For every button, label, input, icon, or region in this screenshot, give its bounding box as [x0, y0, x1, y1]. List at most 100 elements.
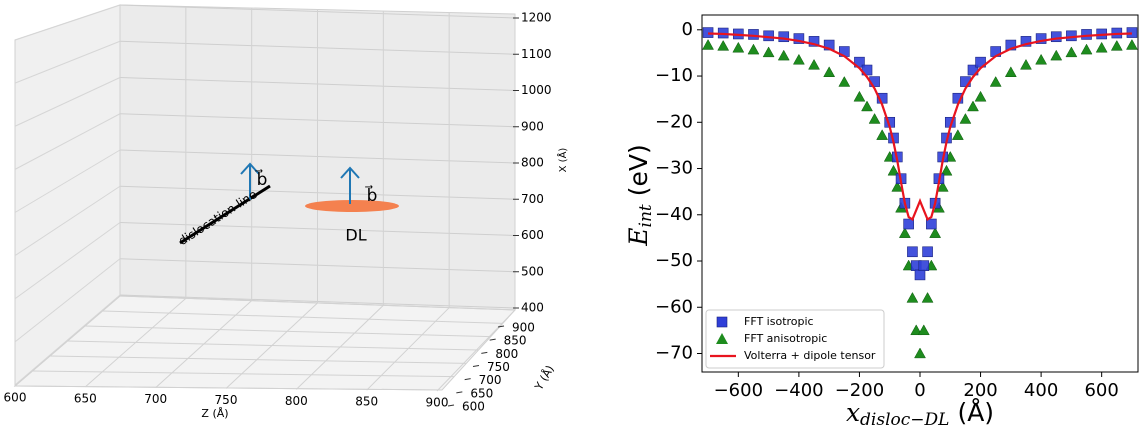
label-main: E [624, 227, 653, 246]
square-marker [1050, 31, 1062, 43]
triangle-marker [868, 113, 881, 124]
triangle-marker [936, 181, 949, 192]
triangle-marker [1126, 39, 1138, 50]
triangle-marker [808, 58, 820, 70]
y-tick-label: −50 [655, 250, 693, 271]
x-tick-label: −600 [714, 380, 763, 401]
y-tick-label: −60 [655, 296, 693, 317]
grid-line [32, 370, 455, 378]
legend: FFT isotropic FFT anisotropic Volterra + d… [705, 309, 885, 369]
x-tick-label: 1000 [521, 83, 552, 97]
legend-label: Volterra + dipole tensor [744, 349, 876, 362]
label-sub: int [636, 204, 656, 227]
label-unit: (eV) [624, 144, 653, 196]
tick-mark [472, 365, 480, 367]
arrow-head [240, 162, 260, 175]
triangle-marker [823, 66, 836, 77]
triangle-marker [959, 113, 972, 124]
square-marker [778, 31, 790, 43]
x-tick-label: 0 [914, 380, 925, 401]
grid-line [14, 77, 121, 127]
x-tick-label: 400 [521, 301, 544, 315]
triangle-marker [702, 39, 714, 50]
triangle-marker [951, 129, 964, 140]
dislocation-loop [305, 200, 399, 212]
triangle-marker [910, 324, 923, 336]
axis-label: Y (Å) [532, 363, 557, 393]
square-marker [748, 29, 759, 40]
triangle-marker [747, 43, 760, 55]
tick-mark [489, 338, 496, 341]
triangle-marker [929, 227, 942, 238]
square-marker [793, 33, 805, 44]
x-tick-label: 200 [963, 380, 997, 401]
y-tick-label: 650 [470, 386, 493, 400]
z-tick-label: 900 [426, 396, 449, 410]
triangle-marker [777, 49, 790, 61]
y-axis-label: Eint (eV) [624, 144, 656, 246]
grid-line [14, 185, 121, 257]
square-marker [914, 269, 926, 281]
x-tick-label: 500 [521, 264, 544, 278]
label-unit: (Å) [957, 398, 994, 427]
triangle-marker [967, 100, 979, 112]
triangle-marker [1020, 58, 1032, 70]
tick-mark [464, 378, 471, 381]
annotation: DL [345, 226, 366, 245]
square-marker [1081, 29, 1092, 40]
x-tick-label: −400 [774, 380, 823, 401]
triangle-marker [898, 227, 911, 238]
grid-line [14, 149, 121, 213]
square-marker [1035, 33, 1047, 44]
x-tick-label: 1200 [521, 11, 552, 25]
panes [13, 4, 517, 391]
grid-line [14, 385, 443, 391]
z-tick-label: 700 [144, 392, 167, 406]
tick-mark [481, 351, 488, 354]
square-marker [1020, 36, 1032, 47]
legend-box [705, 309, 885, 369]
y-tick-label: 850 [504, 334, 527, 348]
grid-line [84, 325, 491, 338]
z-tick-label: 800 [285, 394, 308, 408]
legend-swatch [716, 316, 728, 328]
grid-line [119, 295, 516, 311]
y-tick-label: −20 [655, 111, 693, 132]
grid-line [14, 40, 121, 84]
triangle-marker [940, 164, 953, 176]
x-tick-label: 400 [1024, 380, 1058, 401]
dislocation-line [179, 184, 271, 245]
tick-mark [447, 404, 455, 407]
square-marker [926, 218, 937, 230]
triangle-marker [906, 291, 919, 303]
grid-line [14, 258, 121, 343]
square-marker [823, 39, 835, 51]
triangle-marker [989, 76, 1002, 87]
triangle-marker [1035, 53, 1048, 65]
triangle-marker [891, 181, 904, 192]
axis-label: Z (Å) [201, 407, 228, 420]
line [708, 32, 1132, 222]
triangle-marker [876, 129, 889, 140]
label-main: x [846, 398, 860, 427]
triangle-marker [917, 324, 930, 336]
y-tick-label: 800 [495, 347, 518, 361]
x-tick-label: 600 [521, 228, 544, 242]
legend-label: FFT anisotropic [744, 332, 827, 345]
y-tick-label: 600 [462, 400, 485, 414]
y-tick-label: 700 [479, 373, 502, 387]
square-marker [922, 246, 933, 258]
legend-swatch [716, 333, 728, 344]
triangle-marker [732, 41, 745, 53]
tick-mark [456, 391, 463, 394]
square-marker [903, 218, 914, 230]
triangle-marker [792, 53, 805, 65]
series [702, 39, 1138, 359]
z-tick-label: 750 [215, 393, 238, 407]
grid-line [49, 355, 467, 364]
triangle-marker [717, 39, 730, 51]
grid-line [14, 222, 121, 300]
grid-line [14, 4, 121, 41]
